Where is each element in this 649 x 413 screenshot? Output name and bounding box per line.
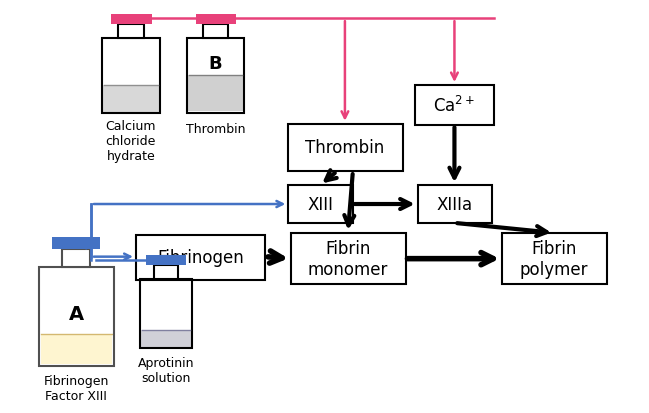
Text: A: A xyxy=(69,304,84,323)
Bar xyxy=(102,39,160,113)
Bar xyxy=(195,15,236,25)
Text: Fibrinogen
Factor XIII: Fibrinogen Factor XIII xyxy=(43,374,109,402)
Bar xyxy=(52,237,100,249)
Text: Calcium
chloride
hydrate: Calcium chloride hydrate xyxy=(106,120,156,163)
Bar xyxy=(288,124,402,172)
Bar xyxy=(154,265,178,279)
Bar xyxy=(103,85,159,112)
Bar xyxy=(288,186,353,223)
Bar xyxy=(187,39,244,113)
Bar xyxy=(39,267,114,366)
Bar xyxy=(202,25,228,39)
Bar xyxy=(188,76,243,112)
Bar xyxy=(42,335,112,364)
Bar xyxy=(62,249,90,267)
Text: XIII: XIII xyxy=(307,195,333,214)
Text: Thrombin: Thrombin xyxy=(186,123,245,136)
Text: Ca$^{2+}$: Ca$^{2+}$ xyxy=(434,95,476,116)
Bar xyxy=(141,330,191,347)
Bar xyxy=(417,186,493,223)
Bar xyxy=(415,85,495,125)
Bar xyxy=(136,235,265,280)
Text: Fibrin
polymer: Fibrin polymer xyxy=(520,240,588,278)
Text: Fibrin
monomer: Fibrin monomer xyxy=(308,240,388,278)
Bar xyxy=(146,255,186,265)
Bar xyxy=(502,233,607,285)
Text: Fibrinogen: Fibrinogen xyxy=(157,248,244,266)
Text: Aprotinin
solution: Aprotinin solution xyxy=(138,356,194,384)
Bar xyxy=(118,25,144,39)
Bar xyxy=(111,15,152,25)
Bar xyxy=(291,233,406,285)
Text: XIIIa: XIIIa xyxy=(436,195,472,214)
Bar xyxy=(140,279,191,348)
Text: B: B xyxy=(209,55,222,73)
Text: Thrombin: Thrombin xyxy=(305,139,385,157)
